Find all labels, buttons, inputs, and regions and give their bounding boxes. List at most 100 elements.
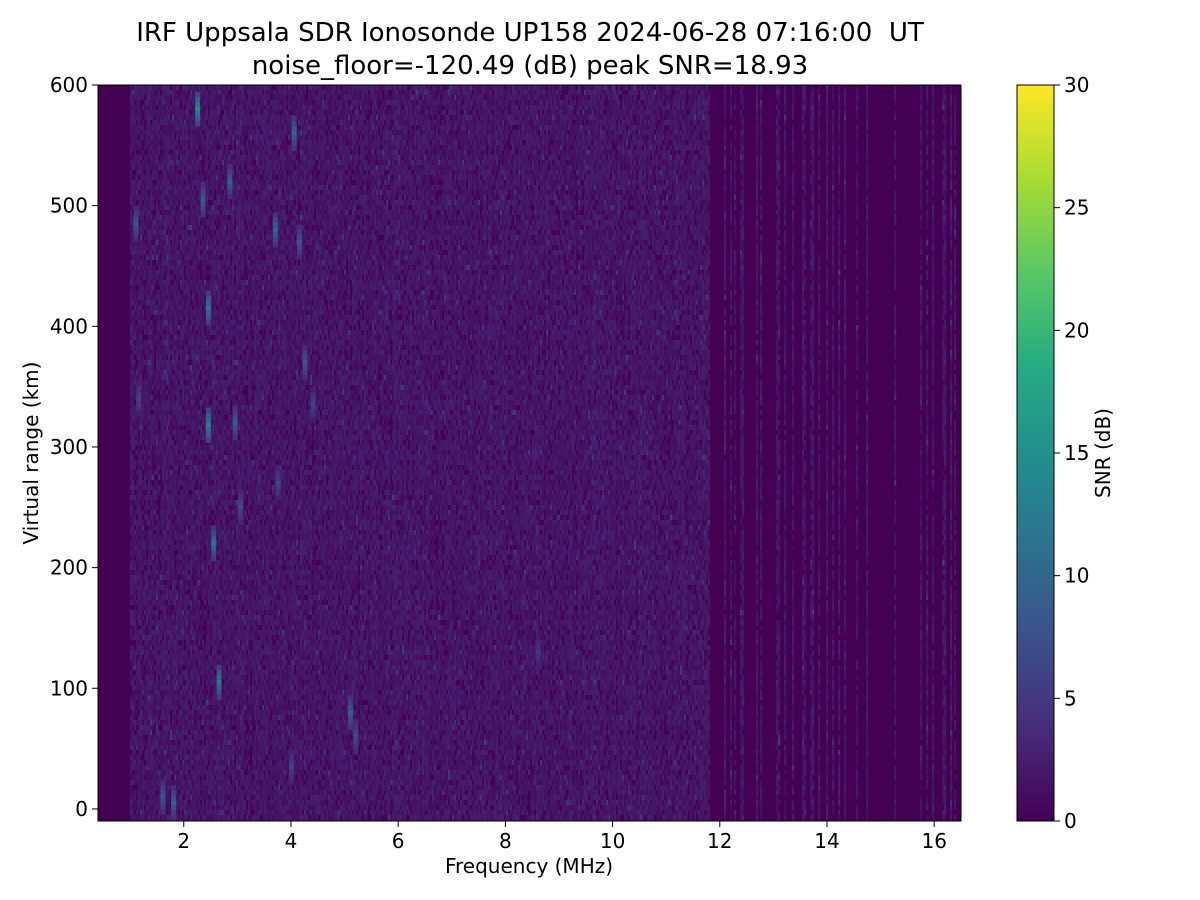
heatmap-cell bbox=[146, 715, 149, 720]
heatmap-cell bbox=[188, 165, 191, 170]
heatmap-cell bbox=[136, 600, 139, 605]
heatmap-cell bbox=[172, 215, 175, 220]
heatmap-cell bbox=[158, 225, 161, 230]
heatmap-cell bbox=[136, 680, 139, 685]
heatmap-cell bbox=[198, 775, 201, 780]
heatmap-cell bbox=[142, 400, 145, 405]
heatmap-cell bbox=[184, 730, 187, 735]
heatmap-cell bbox=[186, 665, 189, 670]
heatmap-cell bbox=[176, 515, 179, 520]
heatmap-cell bbox=[136, 560, 139, 565]
heatmap-cell bbox=[172, 500, 175, 505]
heatmap-cell bbox=[186, 280, 189, 285]
heatmap-cell bbox=[178, 585, 181, 590]
heatmap-cell bbox=[200, 255, 203, 260]
heatmap-cell bbox=[174, 245, 177, 250]
heatmap-cell bbox=[168, 455, 171, 460]
heatmap-cell bbox=[174, 730, 177, 735]
heatmap-cell bbox=[192, 370, 195, 375]
heatmap-cell bbox=[200, 175, 203, 180]
heatmap-cell bbox=[146, 295, 149, 300]
heatmap-cell bbox=[196, 805, 199, 810]
heatmap-cell bbox=[166, 470, 169, 475]
heatmap-cell bbox=[190, 675, 193, 680]
heatmap-cell bbox=[156, 125, 159, 130]
heatmap-cell bbox=[148, 540, 151, 545]
heatmap-cell bbox=[188, 290, 191, 295]
heatmap-cell bbox=[172, 595, 175, 600]
heatmap-cell bbox=[156, 400, 159, 405]
heatmap-cell bbox=[158, 520, 161, 525]
heatmap-cell bbox=[152, 475, 155, 480]
heatmap-cell bbox=[184, 460, 187, 465]
heatmap-cell bbox=[198, 745, 201, 750]
heatmap-cell bbox=[148, 165, 151, 170]
heatmap-cell bbox=[166, 365, 169, 370]
heatmap-cell bbox=[202, 640, 205, 645]
heatmap-cell bbox=[180, 245, 183, 250]
heatmap-cell bbox=[162, 670, 165, 675]
heatmap-cell bbox=[182, 805, 185, 810]
heatmap-cell bbox=[162, 490, 165, 495]
heatmap-cell bbox=[172, 270, 175, 275]
heatmap-cell bbox=[138, 195, 141, 200]
heatmap-cell bbox=[172, 205, 175, 210]
heatmap-cell bbox=[164, 530, 167, 535]
heatmap-cell bbox=[134, 255, 137, 260]
heatmap-cell bbox=[142, 255, 145, 260]
heatmap-cell bbox=[180, 155, 183, 160]
heatmap-cell bbox=[188, 240, 191, 245]
heatmap-cell bbox=[176, 195, 179, 200]
heatmap-cell bbox=[198, 700, 201, 705]
heatmap-cell bbox=[162, 125, 165, 130]
heatmap-cell bbox=[174, 200, 177, 205]
heatmap-cell bbox=[188, 585, 191, 590]
heatmap-cell bbox=[132, 400, 135, 405]
heatmap-cell bbox=[184, 85, 187, 90]
heatmap-cell bbox=[188, 410, 191, 415]
heatmap-cell bbox=[170, 195, 173, 200]
heatmap-cell bbox=[164, 815, 167, 820]
heatmap-cell bbox=[140, 220, 143, 225]
heatmap-cell bbox=[142, 765, 145, 770]
heatmap-cell bbox=[140, 110, 143, 115]
heatmap-cell bbox=[134, 610, 137, 615]
heatmap-cell bbox=[204, 120, 207, 125]
heatmap-cell bbox=[178, 340, 181, 345]
heatmap-cell bbox=[130, 570, 133, 575]
heatmap-cell bbox=[142, 550, 145, 555]
heatmap-cell bbox=[158, 310, 161, 315]
heatmap-cell bbox=[200, 230, 203, 235]
heatmap-cell bbox=[154, 410, 157, 415]
heatmap-cell bbox=[158, 720, 161, 725]
heatmap-cell bbox=[164, 430, 167, 435]
heatmap-cell bbox=[132, 145, 135, 150]
heatmap-cell bbox=[150, 585, 153, 590]
heatmap-cell bbox=[132, 275, 135, 280]
heatmap-cell bbox=[184, 235, 187, 240]
heatmap-cell bbox=[190, 760, 193, 765]
heatmap-cell bbox=[182, 660, 185, 665]
heatmap-cell bbox=[130, 250, 133, 255]
heatmap-cell bbox=[138, 115, 141, 120]
heatmap-cell bbox=[160, 295, 163, 300]
heatmap-cell bbox=[178, 290, 181, 295]
heatmap-cell bbox=[162, 430, 165, 435]
heatmap-cell bbox=[176, 805, 179, 810]
heatmap-cell bbox=[158, 335, 161, 340]
heatmap-cell bbox=[134, 135, 137, 140]
heatmap-cell bbox=[196, 305, 199, 310]
heatmap-cell bbox=[182, 365, 185, 370]
heatmap-cell bbox=[178, 565, 181, 570]
heatmap-cell bbox=[166, 400, 169, 405]
heatmap-cell bbox=[200, 300, 203, 305]
heatmap-cell bbox=[162, 330, 165, 335]
heatmap-cell bbox=[198, 580, 201, 585]
heatmap-cell bbox=[172, 260, 175, 265]
heatmap-cell bbox=[136, 775, 139, 780]
heatmap-cell bbox=[198, 520, 201, 525]
heatmap-cell bbox=[166, 260, 169, 265]
heatmap-cell bbox=[190, 95, 193, 100]
heatmap-cell bbox=[202, 465, 205, 470]
heatmap-cell bbox=[152, 585, 155, 590]
